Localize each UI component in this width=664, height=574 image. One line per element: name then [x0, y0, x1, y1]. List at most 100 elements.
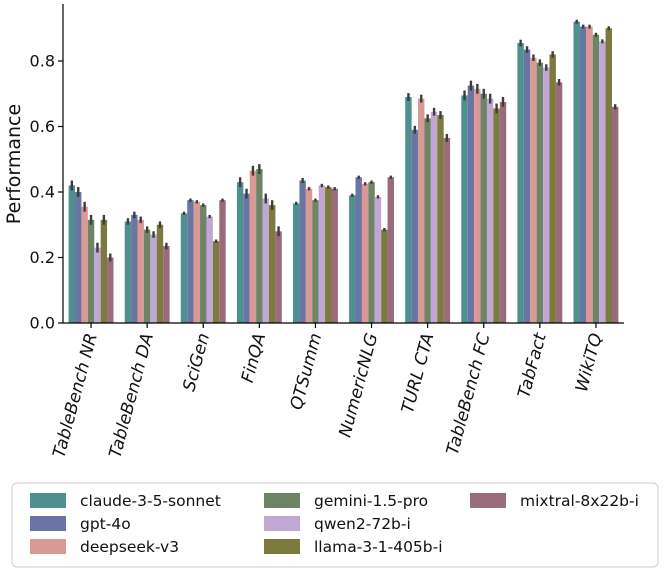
bar-qwen2-72b-i-wikitq — [599, 41, 606, 323]
bar-mixtral-8x22b-i-tablebench-fc — [499, 101, 507, 323]
x-tick-label-tablebench-fc: TableBench FC — [443, 331, 495, 457]
bar-llama-3-1-405b-i-tablebench-da — [156, 224, 164, 323]
bar-deepseek-v3-numericnlg — [361, 183, 369, 323]
legend-swatch-mixtral-8x22b-i — [470, 493, 506, 508]
bar-claude-3-5-sonnet-scigen — [180, 213, 188, 323]
bar-gemini-1-5-pro-tablebench-fc — [480, 93, 487, 323]
bar-gemini-1-5-pro-tablebench-da — [143, 229, 151, 323]
bar-gemini-1-5-pro-wikitq — [592, 34, 600, 324]
y-tick-label: 0.6 — [30, 117, 55, 136]
bar-llama-3-1-405b-i-scigen — [212, 241, 220, 324]
bar-llama-3-1-405b-i-qtsumm — [325, 187, 332, 323]
bar-claude-3-5-sonnet-qtsumm — [293, 203, 300, 323]
bar-gpt-4o-tablebench-fc — [467, 85, 475, 323]
bar-claude-3-5-sonnet-tablebench-nr — [68, 185, 76, 323]
bar-qwen2-72b-i-numericnlg — [374, 196, 382, 323]
bar-deepseek-v3-wikitq — [586, 26, 593, 324]
x-tick-label-tabfact: TabFact — [514, 330, 551, 400]
legend-swatch-claude-3-5-sonnet — [30, 493, 66, 508]
bar-deepseek-v3-scigen — [193, 201, 201, 323]
x-ticks: TableBench NR TableBench DA SciGen FinQA QTS… — [49, 323, 607, 460]
bar-llama-3-1-405b-i-tablebench-fc — [493, 108, 500, 324]
bar-gemini-1-5-pro-numericnlg — [368, 182, 375, 323]
bar-deepseek-v3-tablebench-nr — [81, 206, 88, 323]
bar-mixtral-8x22b-i-qtsumm — [331, 188, 338, 323]
x-tick-label-tablebench-nr: TableBench NR — [49, 331, 101, 460]
bar-qwen2-72b-i-tablebench-nr — [94, 247, 101, 323]
bar-claude-3-5-sonnet-tabfact — [517, 42, 524, 324]
bar-llama-3-1-405b-i-turl-cta — [437, 115, 444, 323]
bar-qwen2-72b-i-turl-cta — [430, 111, 438, 323]
legend-swatch-deepseek-v3 — [30, 539, 66, 554]
bar-mixtral-8x22b-i-tablebench-nr — [107, 257, 114, 323]
y-tick-label: 0.4 — [30, 183, 55, 202]
legend-label-deepseek-v3: deepseek-v3 — [80, 538, 179, 556]
bar-mixtral-8x22b-i-tabfact — [555, 82, 563, 323]
bars-layer — [68, 19, 619, 324]
bar-mixtral-8x22b-i-wikitq — [611, 106, 619, 323]
bar-qwen2-72b-i-scigen — [206, 216, 213, 323]
bar-deepseek-v3-tablebench-fc — [474, 88, 481, 323]
legend-label-qwen2-72b-i: qwen2-72b-i — [314, 515, 411, 533]
bar-mixtral-8x22b-i-tablebench-da — [163, 246, 170, 323]
x-tick-label-wikitq: WikiTQ — [572, 331, 607, 394]
bar-gemini-1-5-pro-finqa — [256, 169, 263, 323]
x-tick-label-finqa: FinQA — [238, 331, 270, 385]
legend-label-claude-3-5-sonnet: claude-3-5-sonnet — [80, 492, 221, 510]
bar-qwen2-72b-i-tabfact — [543, 67, 550, 323]
legend-swatch-llama-3-1-405b-i — [264, 539, 300, 554]
bar-gpt-4o-tabfact — [523, 49, 531, 323]
bar-gpt-4o-qtsumm — [299, 180, 306, 323]
y-axis-title: Performance — [3, 104, 25, 224]
x-tick-label-turl-cta: TURL CTA — [398, 331, 439, 415]
y-tick-label: 0.8 — [30, 52, 55, 71]
bar-claude-3-5-sonnet-tablebench-da — [124, 221, 132, 323]
bar-llama-3-1-405b-i-tabfact — [549, 54, 556, 323]
bar-llama-3-1-405b-i-tablebench-nr — [100, 219, 108, 323]
legend: claude-3-5-sonnet gpt-4o deepseek-v3 gemini… — [11, 482, 659, 568]
bar-gemini-1-5-pro-tabfact — [536, 62, 544, 323]
bar-mixtral-8x22b-i-finqa — [275, 231, 282, 323]
bar-gpt-4o-numericnlg — [355, 177, 362, 323]
legend-label-mixtral-8x22b-i: mixtral-8x22b-i — [520, 492, 639, 510]
y-ticks: 0.0 0.2 0.4 0.6 0.8 — [30, 52, 63, 333]
bar-claude-3-5-sonnet-numericnlg — [349, 195, 356, 323]
bar-qwen2-72b-i-finqa — [262, 198, 269, 323]
bar-deepseek-v3-tabfact — [530, 57, 537, 323]
x-tick-label-qtsumm: QTSumm — [287, 331, 327, 412]
bar-claude-3-5-sonnet-finqa — [236, 182, 244, 323]
bar-gemini-1-5-pro-qtsumm — [312, 200, 319, 323]
bar-llama-3-1-405b-i-finqa — [268, 205, 276, 323]
legend-swatch-gemini-1-5-pro — [264, 493, 300, 508]
legend-label-llama-3-1-405b-i: llama-3-1-405b-i — [314, 538, 443, 556]
legend-label-gemini-1-5-pro: gemini-1.5-pro — [314, 492, 428, 510]
bar-mixtral-8x22b-i-numericnlg — [387, 177, 394, 323]
bar-claude-3-5-sonnet-turl-cta — [405, 97, 412, 323]
y-tick-label: 0.2 — [30, 248, 55, 267]
bar-gpt-4o-finqa — [243, 193, 250, 323]
bar-mixtral-8x22b-i-turl-cta — [443, 137, 451, 323]
bar-llama-3-1-405b-i-wikitq — [605, 28, 612, 323]
bar-gpt-4o-tablebench-da — [131, 214, 138, 323]
x-tick-label-scigen: SciGen — [179, 331, 214, 393]
bar-deepseek-v3-finqa — [249, 170, 257, 323]
bar-gpt-4o-tablebench-nr — [75, 192, 82, 323]
bar-deepseek-v3-tablebench-da — [137, 219, 144, 323]
bar-gpt-4o-turl-cta — [411, 129, 419, 323]
bar-gemini-1-5-pro-scigen — [200, 205, 207, 323]
bar-claude-3-5-sonnet-tablebench-fc — [461, 95, 468, 323]
bar-mixtral-8x22b-i-scigen — [219, 200, 226, 323]
bar-gpt-4o-scigen — [187, 200, 194, 323]
x-tick-label-tablebench-da: TableBench DA — [105, 331, 157, 460]
legend-swatch-qwen2-72b-i — [264, 516, 300, 531]
axes-layer: Performance — [3, 4, 624, 324]
bar-llama-3-1-405b-i-numericnlg — [381, 229, 388, 323]
bar-deepseek-v3-qtsumm — [305, 188, 313, 323]
bar-qwen2-72b-i-tablebench-da — [150, 234, 157, 323]
bar-gpt-4o-wikitq — [579, 26, 587, 324]
bar-deepseek-v3-turl-cta — [418, 98, 425, 323]
legend-swatch-gpt-4o — [30, 516, 66, 531]
legend-label-gpt-4o: gpt-4o — [80, 515, 131, 533]
bar-gemini-1-5-pro-tablebench-nr — [87, 219, 95, 323]
